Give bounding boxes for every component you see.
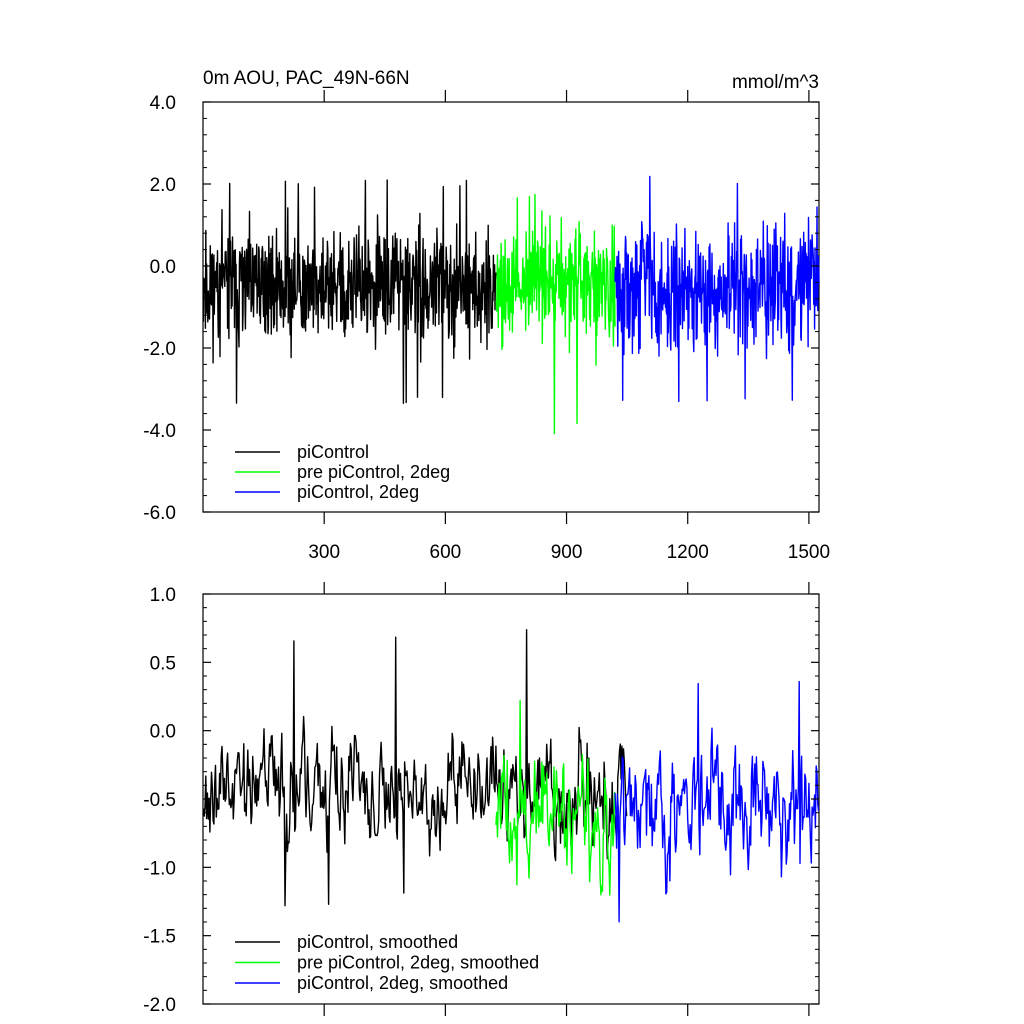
panel-bottom: 1.0 0.5 0.0 -0.5 -1.0 -1.5 -2.0 piControl, smo… bbox=[143, 582, 820, 1016]
legend-label-1: pre piControl, 2deg bbox=[297, 462, 450, 482]
legend-label-0: piControl bbox=[297, 442, 369, 462]
ytick-label: -6.0 bbox=[143, 503, 176, 524]
series-line-0 bbox=[202, 179, 497, 404]
series-line-0 bbox=[202, 629, 628, 907]
ticks-group-bottom: 1.0 0.5 0.0 -0.5 -1.0 -1.5 -2.0 bbox=[143, 582, 819, 1016]
series-group-top bbox=[202, 175, 820, 435]
chart-title-top: 0m AOU, PAC_49N-66N bbox=[203, 68, 410, 89]
ytick-label: 4.0 bbox=[150, 93, 176, 114]
xtick-label: 900 bbox=[551, 542, 583, 563]
series-line-2 bbox=[614, 680, 820, 923]
ytick-label: 2.0 bbox=[150, 175, 176, 196]
ytick-label: 0.0 bbox=[150, 257, 176, 278]
ytick-label: -1.5 bbox=[143, 927, 176, 948]
ytick-label: 0.5 bbox=[150, 653, 176, 674]
units-label-top: mmol/m^3 bbox=[732, 72, 819, 93]
panel-top: 0m AOU, PAC_49N-66N mmol/m^3 4.0 2.0 0.0 -2… bbox=[143, 68, 830, 563]
legend-label-0: piControl, smoothed bbox=[297, 932, 458, 952]
legend-label-2: piControl, 2deg, smoothed bbox=[297, 973, 508, 993]
ytick-label: -2.0 bbox=[143, 339, 176, 360]
legend-label-2: piControl, 2deg bbox=[297, 482, 419, 502]
xtick-label: 600 bbox=[430, 542, 462, 563]
ytick-label: -0.5 bbox=[143, 790, 176, 811]
ytick-label: -2.0 bbox=[143, 995, 176, 1016]
series-line-1 bbox=[495, 700, 616, 896]
ytick-label: -1.0 bbox=[143, 858, 176, 879]
series-line-1 bbox=[495, 193, 616, 435]
ticks-group-top: 4.0 2.0 0.0 -2.0 -4.0 -6.0 300 600 900 1200 1500 bbox=[143, 90, 830, 563]
series-line-2 bbox=[614, 175, 820, 403]
xtick-label: 300 bbox=[308, 542, 340, 563]
ytick-label: -4.0 bbox=[143, 421, 176, 442]
xtick-label: 1200 bbox=[667, 542, 709, 563]
xtick-label: 1500 bbox=[788, 542, 830, 563]
series-group-bottom bbox=[202, 629, 820, 923]
legend-label-1: pre piControl, 2deg, smoothed bbox=[297, 953, 539, 973]
ytick-label: 1.0 bbox=[150, 585, 176, 606]
ytick-label: 0.0 bbox=[150, 722, 176, 743]
